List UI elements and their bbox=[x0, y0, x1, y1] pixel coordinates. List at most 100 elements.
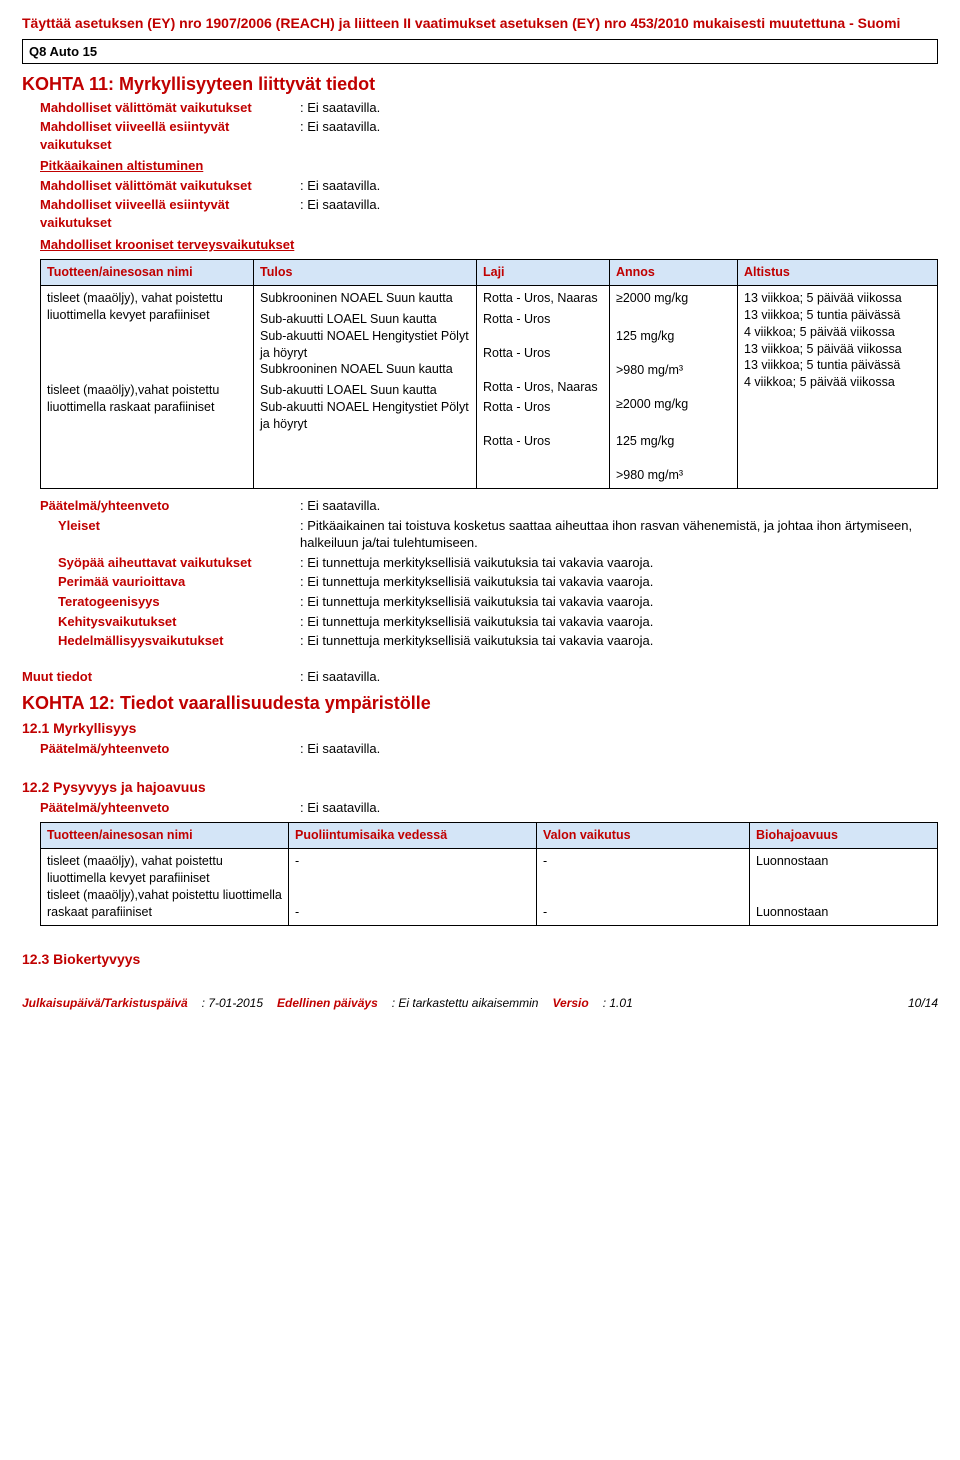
toxicity-summary-label: Päätelmä/yhteenveto bbox=[40, 740, 300, 758]
cell-text: Sub-akuutti LOAEL Suun kautta bbox=[260, 311, 470, 328]
cell-text: Sub-akuutti NOAEL Hengitystiet Pölyt ja … bbox=[260, 399, 470, 433]
cell-text: >980 mg/m³ bbox=[616, 467, 731, 484]
cell-text: 125 mg/kg bbox=[616, 328, 731, 345]
cell-text: 13 viikkoa; 5 tuntia päivässä bbox=[744, 357, 931, 374]
cell-text: Sub-akuutti LOAEL Suun kautta bbox=[260, 382, 470, 399]
mutagenic-label: Perimää vaurioittava bbox=[58, 573, 300, 591]
cell-text: - bbox=[295, 904, 530, 921]
footer-page: 10/14 bbox=[908, 995, 938, 1011]
footer-pubdate-value: : 7-01-2015 bbox=[202, 995, 263, 1011]
carcinogenic-value: : Ei tunnettuja merkityksellisiä vaikutu… bbox=[300, 554, 938, 572]
cell-text: - bbox=[295, 853, 530, 870]
general-row: Yleiset : Pitkäaikainen tai toistuva kos… bbox=[58, 517, 938, 552]
developmental-row: Kehitysvaikutukset : Ei tunnettuja merki… bbox=[58, 613, 938, 631]
teratogenic-label: Teratogeenisyys bbox=[58, 593, 300, 611]
cell-text: Rotta - Uros bbox=[483, 345, 603, 362]
persistence-summary-row: Päätelmä/yhteenveto : Ei saatavilla. bbox=[40, 799, 938, 817]
cell-text: Luonnostaan bbox=[756, 904, 931, 921]
delayed-effects-value: : Ei saatavilla. bbox=[300, 118, 938, 153]
lt-immediate-value: : Ei saatavilla. bbox=[300, 177, 938, 195]
cell-dose: ≥2000 mg/kg 125 mg/kg >980 mg/m³ ≥2000 m… bbox=[610, 285, 738, 488]
compliance-header: Täyttää asetuksen (EY) nro 1907/2006 (RE… bbox=[22, 14, 938, 33]
th-species: Laji bbox=[477, 260, 610, 286]
other-info-label: Muut tiedot bbox=[22, 668, 300, 686]
table-row: tisleet (maaöljy), vahat poistettu liuot… bbox=[41, 849, 938, 926]
th-ingredient: Tuotteen/ainesosan nimi bbox=[41, 260, 254, 286]
cell-text: Rotta - Uros bbox=[483, 311, 603, 328]
cell-text: tisleet (maaöljy),vahat poistettu liuott… bbox=[47, 887, 282, 921]
other-info-row: Muut tiedot : Ei saatavilla. bbox=[22, 668, 938, 686]
cell-text: Rotta - Uros bbox=[483, 433, 603, 450]
cell-ingredient: tisleet (maaöljy), vahat poistettu liuot… bbox=[41, 849, 289, 926]
toxicity-summary-value: : Ei saatavilla. bbox=[300, 740, 938, 758]
persistence-summary-value: : Ei saatavilla. bbox=[300, 799, 938, 817]
section-12-1-title: 12.1 Myrkyllisyys bbox=[22, 719, 938, 738]
general-value: : Pitkäaikainen tai toistuva kosketus sa… bbox=[300, 517, 938, 552]
long-term-exposure-heading: Pitkäaikainen altistuminen bbox=[40, 157, 938, 175]
general-label: Yleiset bbox=[58, 517, 300, 552]
cell-text: Rotta - Uros, Naaras bbox=[483, 290, 603, 307]
conclusion-summary-value: : Ei saatavilla. bbox=[300, 497, 938, 515]
cell-text: Sub-akuutti NOAEL Hengitystiet Pölyt ja … bbox=[260, 328, 470, 362]
immediate-effects-row: Mahdolliset välittömät vaikutukset : Ei … bbox=[40, 99, 938, 117]
cell-ingredient: tisleet (maaöljy), vahat poistettu liuot… bbox=[41, 285, 254, 488]
lt-immediate-row: Mahdolliset välittömät vaikutukset : Ei … bbox=[40, 177, 938, 195]
cell-text: 13 viikkoa; 5 tuntia päivässä bbox=[744, 307, 931, 324]
cell-text: 4 viikkoa; 5 päivää viikossa bbox=[744, 374, 931, 391]
footer-version-value: : 1.01 bbox=[603, 995, 633, 1011]
persistence-summary-label: Päätelmä/yhteenveto bbox=[40, 799, 300, 817]
toxicity-summary-row: Päätelmä/yhteenveto : Ei saatavilla. bbox=[40, 740, 938, 758]
section-11-title: KOHTA 11: Myrkyllisyyteen liittyvät tied… bbox=[22, 72, 938, 96]
persistence-table: Tuotteen/ainesosan nimi Puoliintumisaika… bbox=[40, 822, 938, 926]
cell-text: >980 mg/m³ bbox=[616, 362, 731, 379]
footer-prev-label: Edellinen päiväys bbox=[277, 995, 378, 1011]
footer-bar: Julkaisupäivä/Tarkistuspäivä : 7-01-2015… bbox=[22, 995, 938, 1011]
table-row: tisleet (maaöljy), vahat poistettu liuot… bbox=[41, 285, 938, 488]
section-12-2-title: 12.2 Pysyvyys ja hajoavuus bbox=[22, 778, 938, 797]
th-ingredient: Tuotteen/ainesosan nimi bbox=[41, 823, 289, 849]
cell-exposure: 13 viikkoa; 5 päivää viikossa 13 viikkoa… bbox=[738, 285, 938, 488]
footer-pubdate-label: Julkaisupäivä/Tarkistuspäivä bbox=[22, 995, 188, 1011]
delayed-effects-row: Mahdolliset viiveellä esiintyvät vaikutu… bbox=[40, 118, 938, 153]
conclusion-summary-label: Päätelmä/yhteenveto bbox=[40, 497, 300, 515]
footer-prev-value: : Ei tarkastettu aikaisemmin bbox=[392, 995, 539, 1011]
section-12-title: KOHTA 12: Tiedot vaarallisuudesta ympäri… bbox=[22, 691, 938, 715]
chronic-effects-table: Tuotteen/ainesosan nimi Tulos Laji Annos… bbox=[40, 259, 938, 489]
cell-text: ≥2000 mg/kg bbox=[616, 290, 731, 307]
cell-text: ≥2000 mg/kg bbox=[616, 396, 731, 413]
cell-text: - bbox=[543, 904, 743, 921]
lt-delayed-row: Mahdolliset viiveellä esiintyvät vaikutu… bbox=[40, 196, 938, 231]
fertility-value: : Ei tunnettuja merkityksellisiä vaikutu… bbox=[300, 632, 938, 650]
developmental-value: : Ei tunnettuja merkityksellisiä vaikutu… bbox=[300, 613, 938, 631]
cell-text: tisleet (maaöljy), vahat poistettu liuot… bbox=[47, 853, 282, 887]
mutagenic-value: : Ei tunnettuja merkityksellisiä vaikutu… bbox=[300, 573, 938, 591]
cell-text: 13 viikkoa; 5 päivää viikossa bbox=[744, 290, 931, 307]
cell-light: - - bbox=[537, 849, 750, 926]
carcinogenic-row: Syöpää aiheuttavat vaikutukset : Ei tunn… bbox=[58, 554, 938, 572]
lt-delayed-label: Mahdolliset viiveellä esiintyvät vaikutu… bbox=[40, 196, 300, 231]
cell-text: Subkrooninen NOAEL Suun kautta bbox=[260, 290, 470, 307]
product-box: Q8 Auto 15 bbox=[22, 39, 938, 65]
cell-text: 4 viikkoa; 5 päivää viikossa bbox=[744, 324, 931, 341]
th-result: Tulos bbox=[254, 260, 477, 286]
developmental-label: Kehitysvaikutukset bbox=[58, 613, 300, 631]
cell-species: Rotta - Uros, Naaras Rotta - Uros Rotta … bbox=[477, 285, 610, 488]
cell-text: Luonnostaan bbox=[756, 853, 931, 870]
mutagenic-row: Perimää vaurioittava : Ei tunnettuja mer… bbox=[58, 573, 938, 591]
carcinogenic-label: Syöpää aiheuttavat vaikutukset bbox=[58, 554, 300, 572]
cell-text: - bbox=[543, 853, 743, 870]
th-exposure: Altistus bbox=[738, 260, 938, 286]
teratogenic-row: Teratogeenisyys : Ei tunnettuja merkityk… bbox=[58, 593, 938, 611]
other-info-value: : Ei saatavilla. bbox=[300, 668, 938, 686]
cell-text: 13 viikkoa; 5 päivää viikossa bbox=[744, 341, 931, 358]
teratogenic-value: : Ei tunnettuja merkityksellisiä vaikutu… bbox=[300, 593, 938, 611]
fertility-label: Hedelmällisyysvaikutukset bbox=[58, 632, 300, 650]
cell-text: tisleet (maaöljy),vahat poistettu liuott… bbox=[47, 382, 247, 416]
cell-text: Subkrooninen NOAEL Suun kautta bbox=[260, 361, 470, 378]
section-12-3-title: 12.3 Biokertyvyys bbox=[22, 950, 938, 969]
footer-version-label: Versio bbox=[552, 995, 588, 1011]
lt-delayed-value: : Ei saatavilla. bbox=[300, 196, 938, 231]
immediate-effects-label: Mahdolliset välittömät vaikutukset bbox=[40, 99, 300, 117]
cell-text: 125 mg/kg bbox=[616, 433, 731, 450]
cell-halflife: - - bbox=[289, 849, 537, 926]
